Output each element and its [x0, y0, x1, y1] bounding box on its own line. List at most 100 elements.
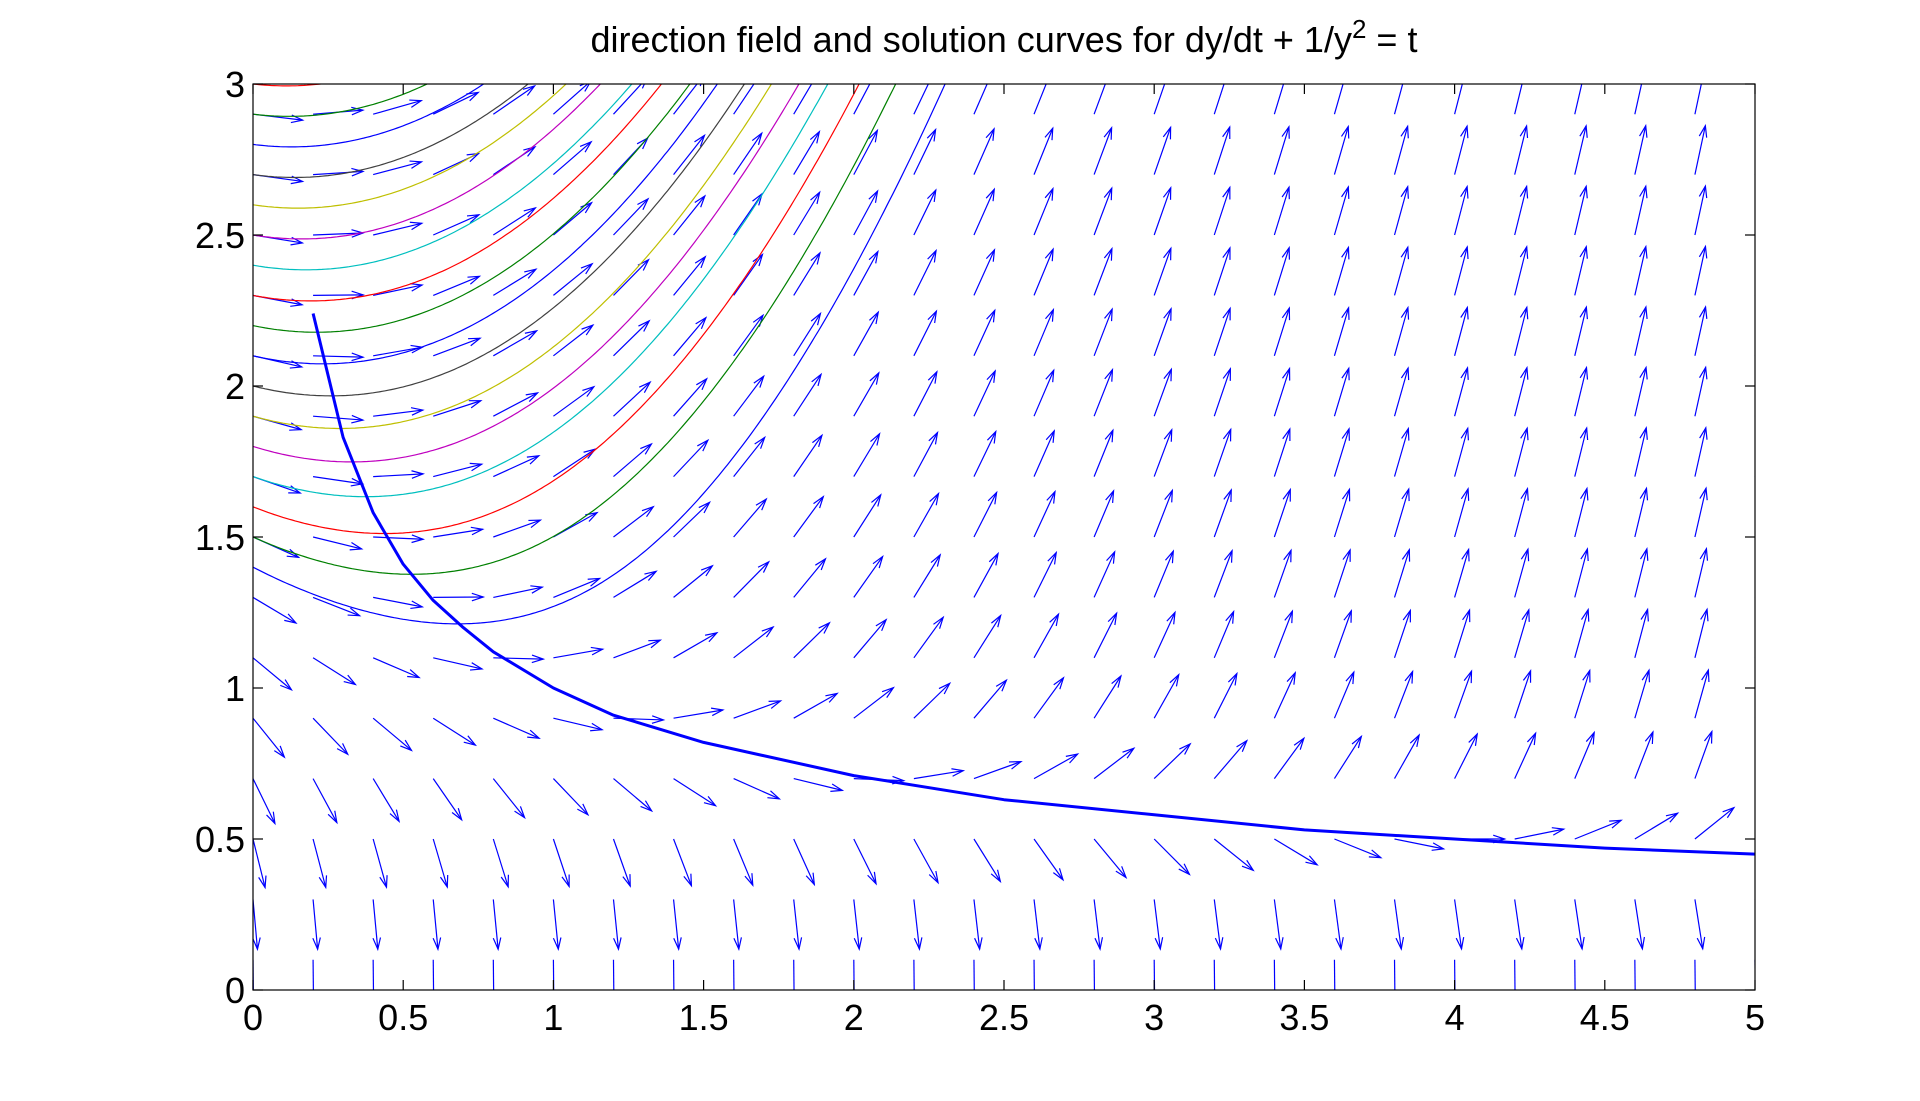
direction-arrow	[1574, 730, 1595, 779]
direction-arrow	[1694, 244, 1708, 296]
x-tick-label: 4.5	[1580, 997, 1630, 1038]
direction-arrow	[432, 899, 442, 952]
direction-arrow	[1634, 959, 1636, 990]
direction-arrow	[1093, 838, 1128, 879]
direction-arrow	[1634, 899, 1645, 951]
direction-arrow	[1213, 125, 1231, 175]
direction-arrow	[1273, 84, 1285, 115]
solution-curve	[253, 84, 897, 575]
direction-arrow	[553, 577, 602, 598]
direction-arrow	[553, 140, 593, 176]
direction-arrow	[913, 248, 937, 296]
direction-arrow	[913, 188, 937, 236]
direction-arrow	[1454, 547, 1470, 598]
direction-arrow	[1153, 610, 1176, 659]
x-tick-label: 1.5	[679, 997, 729, 1038]
direction-arrow	[492, 778, 526, 820]
direction-arrow	[1273, 609, 1294, 659]
direction-arrow	[1393, 959, 1396, 990]
direction-arrow	[1393, 366, 1410, 417]
direction-arrow	[913, 370, 938, 417]
direction-arrow	[553, 717, 604, 732]
direction-arrow	[1574, 668, 1591, 719]
direction-arrow	[1574, 365, 1589, 417]
direction-arrow	[853, 189, 879, 236]
direction-arrow	[973, 248, 996, 296]
direction-arrow	[1393, 245, 1410, 296]
direction-arrow	[1273, 548, 1292, 598]
direction-arrow	[253, 717, 286, 759]
direction-arrow	[1514, 899, 1525, 951]
direction-arrow	[493, 717, 541, 739]
direction-arrow	[733, 625, 775, 659]
direction-arrow	[1273, 671, 1297, 719]
direction-arrow	[1333, 245, 1350, 296]
direction-arrow	[312, 536, 364, 551]
direction-arrow	[1033, 126, 1054, 175]
direction-arrow	[672, 838, 693, 888]
direction-arrow	[492, 84, 537, 115]
direction-arrow	[1574, 547, 1589, 598]
direction-arrow	[1454, 184, 1469, 236]
direction-arrow	[1153, 488, 1174, 538]
direction-arrow	[1694, 486, 1708, 538]
direction-arrow	[1694, 84, 1702, 115]
direction-arrow	[372, 838, 388, 890]
direction-arrow	[1213, 306, 1231, 356]
direction-arrow	[1393, 733, 1421, 779]
direction-arrow	[973, 760, 1023, 780]
direction-arrow	[373, 160, 424, 176]
direction-arrow	[1514, 245, 1529, 296]
direction-arrow	[1334, 838, 1383, 859]
x-axis-ticks: 0 0.5 1 1.5 2 2.5 3 3.5 4 4.5 5	[243, 84, 1765, 1038]
solution-curve	[253, 84, 860, 535]
solution-curve	[253, 84, 326, 87]
y-tick-label: 2.5	[195, 215, 245, 256]
direction-arrow	[1634, 184, 1648, 236]
direction-arrow	[372, 959, 375, 990]
direction-arrow	[1213, 899, 1224, 951]
direction-arrow	[793, 130, 821, 175]
direction-arrow	[853, 686, 895, 719]
direction-arrow	[1694, 123, 1708, 175]
direction-arrow	[1033, 550, 1058, 598]
direction-arrow	[973, 551, 999, 598]
direction-arrow	[613, 84, 646, 115]
direction-arrow	[913, 84, 929, 115]
direction-arrow	[1634, 547, 1649, 598]
direction-arrow	[1093, 307, 1113, 357]
direction-arrow	[433, 275, 482, 296]
direction-arrow	[672, 959, 675, 990]
direction-arrow	[853, 838, 877, 886]
direction-arrow	[1634, 812, 1680, 840]
direction-arrow	[1574, 486, 1589, 538]
direction-arrow	[733, 497, 768, 538]
solution-curve	[253, 84, 429, 117]
direction-arrow	[673, 316, 708, 357]
direction-arrow	[1574, 959, 1576, 990]
direction-arrow	[1273, 124, 1290, 175]
direction-arrow	[432, 214, 481, 236]
direction-arrow	[312, 838, 328, 890]
direction-arrow	[1213, 84, 1225, 115]
direction-arrow	[973, 308, 996, 357]
direction-arrow	[1153, 125, 1172, 175]
direction-arrow	[372, 717, 413, 752]
direction-arrow	[1454, 124, 1469, 175]
y-tick-label: 2	[225, 366, 245, 407]
direction-arrow	[913, 491, 940, 538]
direction-arrow	[1454, 426, 1469, 477]
direction-arrow	[1574, 84, 1583, 115]
direction-arrow	[1574, 607, 1590, 658]
direction-arrow	[493, 329, 539, 357]
direction-arrow	[1514, 84, 1523, 115]
direction-arrow	[1033, 84, 1047, 115]
direction-arrow	[1273, 899, 1284, 951]
direction-arrow	[1273, 427, 1291, 477]
direction-arrow	[1093, 84, 1106, 115]
direction-arrow	[1634, 486, 1649, 538]
y-tick-label: 0	[225, 970, 245, 1011]
direction-arrow	[793, 84, 813, 115]
direction-arrow	[1213, 959, 1216, 990]
direction-arrow	[1514, 124, 1529, 175]
